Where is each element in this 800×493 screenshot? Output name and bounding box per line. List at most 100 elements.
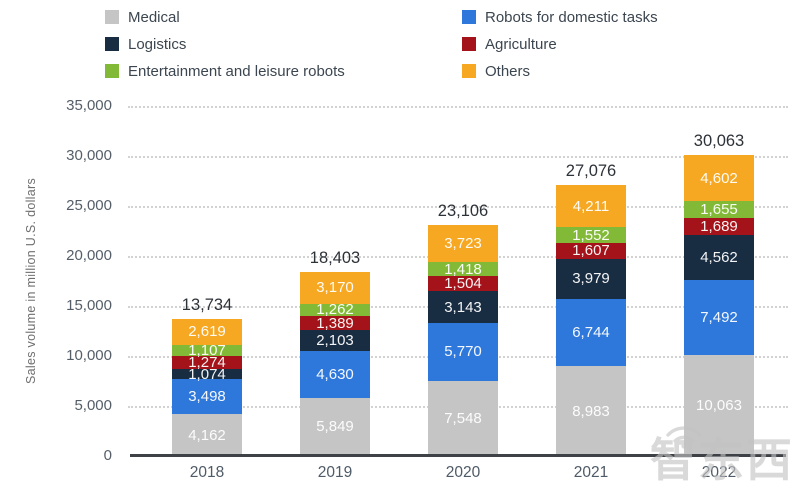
- legend-swatch-robots-for-domestic-tasks: [462, 10, 476, 24]
- bar-segment-medical-2020: 7,548: [428, 380, 498, 456]
- legend-item-medical: Medical: [105, 7, 462, 27]
- legend-label: Entertainment and leisure robots: [128, 62, 345, 80]
- segment-value-label: 1,389: [316, 314, 354, 332]
- segment-value-label: 3,143: [444, 298, 482, 316]
- segment-value-label: 10,063: [696, 397, 742, 415]
- segment-value-label: 1,107: [188, 341, 226, 359]
- bar-segment-robots-for-domestic-tasks-2019: 4,630: [300, 351, 370, 398]
- segment-value-label: 1,552: [572, 226, 610, 244]
- y-tick-label-0: 0: [103, 446, 112, 464]
- bar-segment-others-2018: 2,619: [172, 318, 242, 345]
- y-tick-label-5000: 5,000: [74, 396, 112, 414]
- segment-value-label: 1,689: [700, 217, 738, 235]
- bar-total-label-2022: 30,063: [693, 132, 745, 151]
- bar-total-label-2019: 18,403: [309, 248, 361, 267]
- legend-label: Logistics: [128, 35, 187, 53]
- gridline-30000: [128, 156, 788, 158]
- bar-segment-robots-for-domestic-tasks-2020: 5,770: [428, 322, 498, 381]
- bar-total-label-2018: 13,734: [181, 295, 233, 314]
- segment-value-label: 5,770: [444, 343, 482, 361]
- bar-segment-medical-2019: 5,849: [300, 397, 370, 456]
- y-tick-label-25000: 25,000: [66, 196, 112, 214]
- wifi-icon: [666, 426, 702, 449]
- bar-segment-entertainment-and-leisure-robots-2022: 1,655: [684, 201, 754, 218]
- bar-segment-entertainment-and-leisure-robots-2021: 1,552: [556, 227, 626, 243]
- segment-value-label: 1,418: [444, 260, 482, 278]
- legend-item-logistics: Logistics: [105, 34, 462, 54]
- bar-segment-logistics-2022: 4,562: [684, 234, 754, 281]
- y-tick-label-15000: 15,000: [66, 296, 112, 314]
- x-axis-line: [130, 454, 786, 457]
- legend-label: Medical: [128, 8, 180, 26]
- legend-swatch-others: [462, 64, 476, 78]
- segment-value-label: 2,103: [316, 332, 354, 350]
- segment-value-label: 4,562: [700, 249, 738, 267]
- bar-total-label-2021: 27,076: [565, 162, 617, 181]
- gridline-25000: [128, 206, 788, 208]
- x-axis-label-2019: 2019: [317, 464, 353, 481]
- y-tick-label-30000: 30,000: [66, 146, 112, 164]
- segment-value-label: 2,619: [188, 323, 226, 341]
- bar-segment-agriculture-2018: 1,274: [172, 353, 242, 371]
- legend-label: Agriculture: [485, 35, 557, 53]
- legend-label: Robots for domestic tasks: [485, 8, 658, 26]
- segment-value-label: 8,983: [572, 402, 610, 420]
- segment-value-label: 4,602: [700, 169, 738, 187]
- segment-value-label: 4,630: [316, 365, 354, 383]
- legend-swatch-entertainment-and-leisure-robots: [105, 64, 119, 78]
- bar-segment-robots-for-domestic-tasks-2021: 6,744: [556, 298, 626, 367]
- segment-value-label: 4,211: [572, 197, 610, 215]
- bar-segment-others-2022: 4,602: [684, 155, 754, 202]
- bar-segment-entertainment-and-leisure-robots-2019: 1,262: [300, 301, 370, 319]
- gridline-35000: [128, 106, 788, 108]
- segment-value-label: 6,744: [572, 323, 610, 341]
- watermark: 智东西: [650, 426, 794, 483]
- segment-value-label: 4,162: [188, 426, 226, 444]
- bar-segment-logistics-2021: 3,979: [556, 258, 626, 299]
- segment-value-label: 3,170: [316, 279, 354, 297]
- segment-value-label: 1,274: [188, 353, 226, 371]
- segment-value-label: 1,074: [188, 365, 226, 383]
- legend-item-agriculture: Agriculture: [462, 34, 658, 54]
- legend-item-entertainment-and-leisure-robots: Entertainment and leisure robots: [105, 61, 462, 81]
- segment-value-label: 1,607: [572, 242, 610, 260]
- bar-total-label-2020: 23,106: [437, 201, 489, 220]
- bar-segment-medical-2021: 8,983: [556, 366, 626, 456]
- bar-segment-agriculture-2019: 1,389: [300, 314, 370, 332]
- bar-segment-logistics-2018: 1,074: [172, 365, 242, 383]
- bar-segment-robots-for-domestic-tasks-2022: 7,492: [684, 280, 754, 356]
- legend-swatch-agriculture: [462, 37, 476, 51]
- x-axis-label-2022: 2022: [701, 464, 737, 481]
- segment-value-label: 3,723: [444, 235, 482, 253]
- segment-value-label: 7,492: [700, 309, 738, 327]
- bar-segment-robots-for-domestic-tasks-2018: 3,498: [172, 379, 242, 415]
- bar-segment-entertainment-and-leisure-robots-2020: 1,418: [428, 260, 498, 278]
- segment-value-label: 3,498: [188, 388, 226, 406]
- legend-swatch-logistics: [105, 37, 119, 51]
- segment-value-label: 1,504: [444, 275, 482, 293]
- x-axis-label-2021: 2021: [573, 464, 609, 481]
- bar-segment-agriculture-2020: 1,504: [428, 275, 498, 293]
- bar-segment-logistics-2020: 3,143: [428, 291, 498, 323]
- bar-segment-others-2019: 3,170: [300, 271, 370, 304]
- x-axis-label-2018: 2018: [189, 464, 225, 481]
- bar-segment-entertainment-and-leisure-robots-2018: 1,107: [172, 341, 242, 359]
- bar-segment-logistics-2019: 2,103: [300, 330, 370, 352]
- bar-segment-agriculture-2021: 1,607: [556, 242, 626, 260]
- bar-segment-medical-2022: 10,063: [684, 355, 754, 456]
- segment-value-label: 5,849: [316, 418, 354, 436]
- y-tick-label-35000: 35,000: [66, 96, 112, 114]
- segment-value-label: 1,655: [700, 201, 738, 219]
- segment-value-label: 3,979: [572, 270, 610, 288]
- x-axis-label-2020: 2020: [445, 464, 481, 481]
- bar-segment-others-2020: 3,723: [428, 224, 498, 263]
- bar-segment-medical-2018: 4,162: [172, 414, 242, 456]
- segment-value-label: 1,262: [316, 301, 354, 319]
- legend-item-others: Others: [462, 61, 658, 81]
- chart-legend: Medical Robots for domestic tasks Logistic…: [105, 7, 658, 81]
- legend-swatch-medical: [105, 10, 119, 24]
- legend-label: Others: [485, 62, 531, 80]
- y-tick-label-20000: 20,000: [66, 246, 112, 264]
- legend-item-robots-for-domestic-tasks: Robots for domestic tasks: [462, 7, 658, 27]
